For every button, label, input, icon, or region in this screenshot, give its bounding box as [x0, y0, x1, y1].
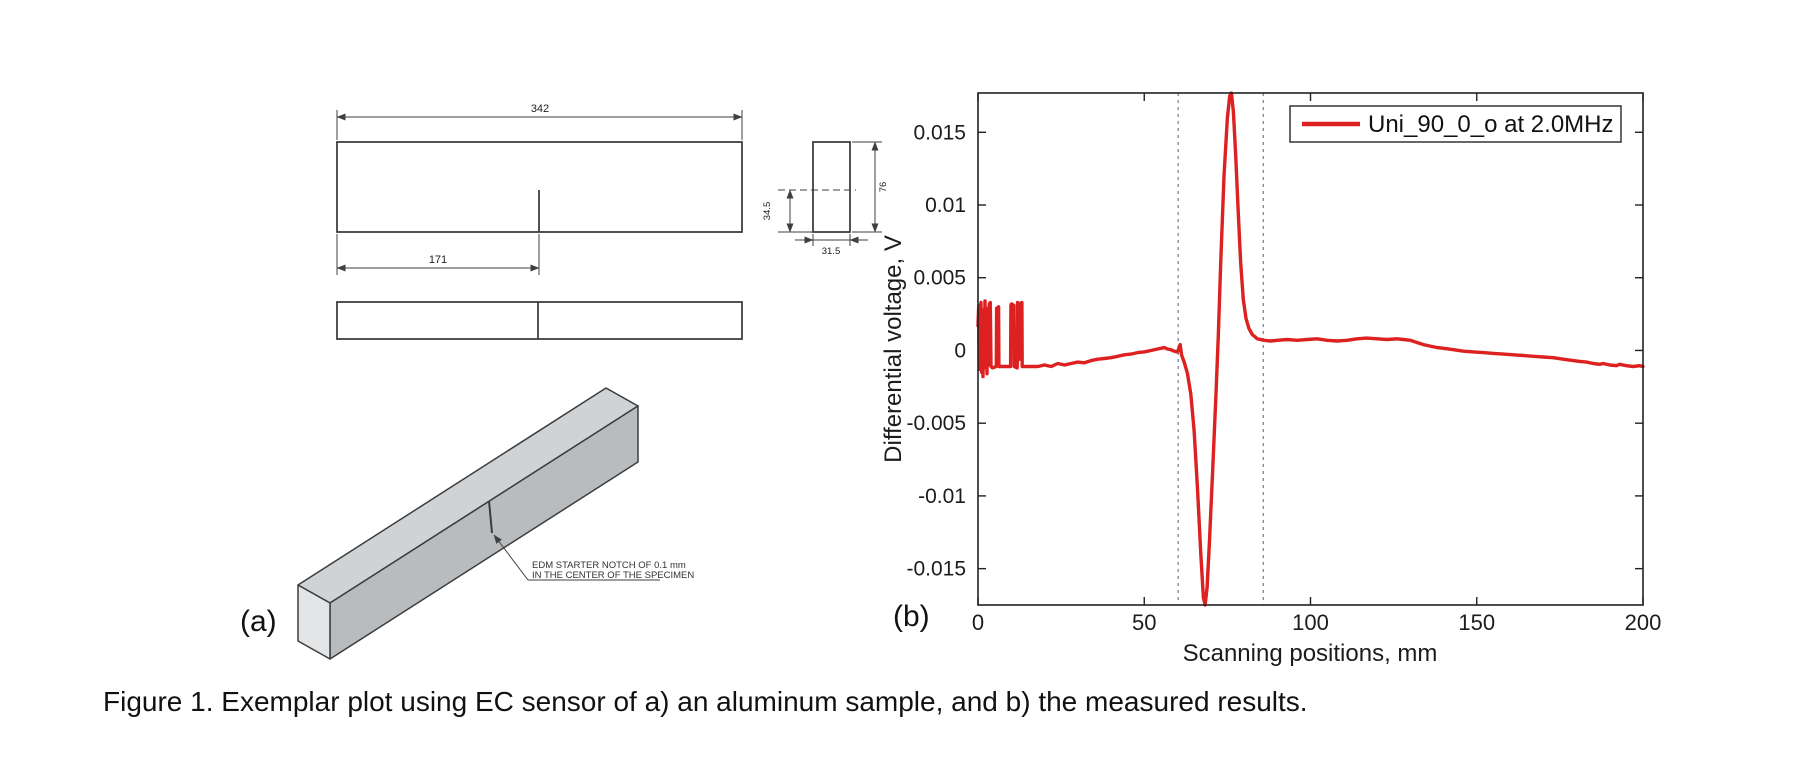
sample-3d-bar — [297, 387, 639, 660]
bar-notch-line — [488, 500, 493, 534]
y-tick-label: 0.015 — [913, 121, 966, 144]
notch-note-line2: IN THE CENTER OF THE SPECIMEN — [532, 570, 694, 581]
dim-76-text: 76 — [878, 182, 889, 193]
dim-171-text: 171 — [429, 254, 447, 266]
plot-dynamic-content: 0 50 100 150 200 -0.015 -0.01 -0.005 0 0.005 0.01 0… — [906, 91, 1662, 635]
sample-cross-section — [778, 141, 882, 246]
bar-end-face — [297, 584, 331, 660]
notch-leader — [493, 534, 660, 581]
y-tick-label: 0 — [954, 339, 966, 362]
x-tick-label: 150 — [1458, 610, 1495, 635]
sample-front-view — [336, 301, 743, 340]
dim-342-text: 342 — [531, 103, 549, 115]
y-tick-label: 0.01 — [925, 194, 966, 217]
notch-note-line1: EDM STARTER NOTCH OF 0.1 mm — [532, 560, 686, 571]
series-line — [976, 91, 1645, 607]
plot-border — [977, 92, 1644, 606]
figure-caption: Figure 1. Exemplar plot using EC sensor … — [103, 686, 1308, 717]
x-axis-label: Scanning positions, mm — [1183, 640, 1438, 667]
y-tick-label: -0.005 — [906, 412, 966, 435]
dim-31-5-text: 31.5 — [822, 246, 841, 257]
panel-b-label: (b) — [893, 600, 930, 633]
y-tick-label: 0.005 — [913, 267, 966, 290]
panel-a-label: (a) — [240, 605, 277, 638]
x-tick-label: 200 — [1625, 610, 1662, 635]
dim-34-5-text: 34.5 — [762, 202, 773, 221]
x-tick-label: 50 — [1132, 610, 1156, 635]
y-axis-label: Differential voltage, V — [880, 235, 907, 463]
y-tick-label: -0.01 — [918, 485, 966, 508]
legend-label: Uni_90_0_o at 2.0MHz — [1368, 111, 1613, 138]
x-tick-label: 0 — [972, 610, 984, 635]
x-tick-label: 100 — [1292, 610, 1329, 635]
legend: Uni_90_0_o at 2.0MHz — [1289, 105, 1622, 143]
y-tick-label: -0.015 — [906, 558, 966, 581]
sample-top-view — [336, 110, 743, 275]
